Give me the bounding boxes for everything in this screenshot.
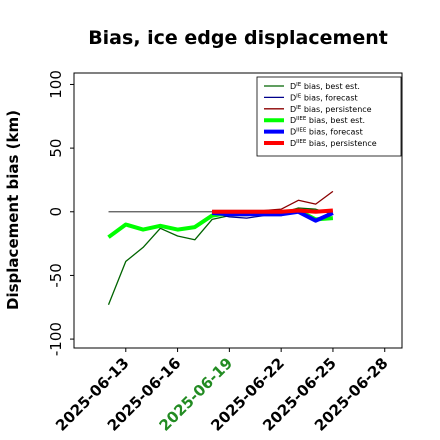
legend-label-1: DIE bias, best est. (290, 82, 360, 91)
legend-label-4: DIIEE bias, best est. (290, 116, 365, 125)
legend-label-5: DIIEE bias, forecast (290, 128, 363, 137)
series-line-6 (212, 208, 334, 214)
y-tick-label: 50 (47, 139, 65, 158)
y-tick-label: 0 (47, 207, 65, 217)
legend-label-6: DIIEE bias, persistence (290, 139, 377, 148)
legend-label-3: DIE bias, persistence (290, 105, 372, 114)
series-line-3 (212, 190, 334, 212)
y-tick-label: -100 (47, 322, 65, 356)
legend-label-2: DIE bias, forecast (290, 93, 358, 102)
y-tick-label: 100 (47, 70, 65, 99)
plot-frame (73, 72, 403, 349)
legend: DIE bias, best est. DIE bias, forecast DIE… (256, 76, 402, 157)
chart-title: Bias, ice edge displacement (88, 27, 388, 49)
y-axis-label: Displacement bias (km) (4, 110, 22, 310)
y-tick-label: -50 (47, 263, 65, 288)
series-line-5 (211, 209, 334, 223)
plot-area (107, 190, 334, 305)
series-line-1 (107, 207, 334, 305)
